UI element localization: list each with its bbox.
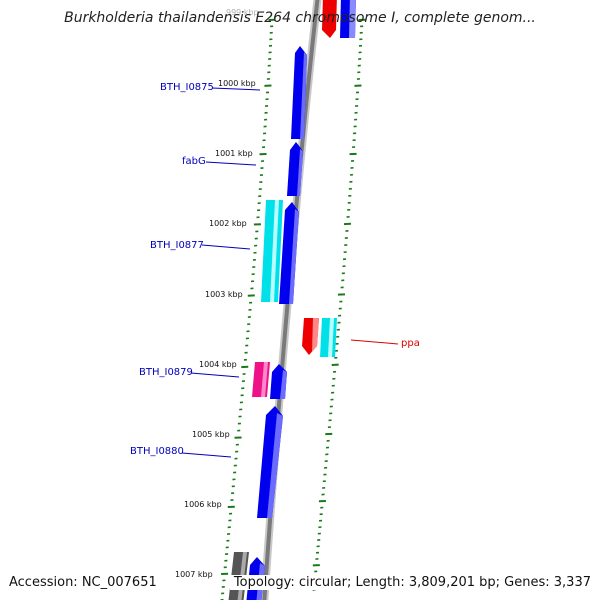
gene-top-blue-highlight [349, 0, 356, 38]
gene-label-ppa[interactable]: ppa [401, 338, 420, 349]
gene-BTH_I0879-highlight [280, 370, 287, 399]
scale-label-1006: 1006 kbp [184, 500, 222, 509]
leader-BTH_I0877 [201, 244, 251, 250]
reverse-genes [302, 0, 356, 357]
leader-BTH_I0875 [211, 87, 261, 91]
gene-BTH_I0877-highlight [289, 209, 299, 304]
scale-label-1004: 1004 kbp [199, 360, 237, 369]
gene-label-fabG[interactable]: fabG [182, 156, 206, 167]
accession-text: Accession: NC_007651 [9, 575, 157, 590]
gene-BTH_I0879-pink-highlight [261, 362, 268, 397]
gene-label-BTH_I0875[interactable]: BTH_I0875 [160, 82, 214, 93]
scale-label-1005: 1005 kbp [192, 430, 230, 439]
gene-label-BTH_I0877[interactable]: BTH_I0877 [150, 240, 204, 251]
scale-ticks-outer [312, 18, 366, 591]
scale-label-1001: 1001 kbp [215, 149, 253, 158]
topology-stats-text: Topology: circular; Length: 3,809,201 bp… [229, 575, 591, 590]
scale-label-1000: 1000 kbp [218, 79, 256, 88]
scale-label-1002: 1002 kbp [209, 219, 247, 228]
scale-labels: 999 kbp 1000 kbp 1001 kbp 1002 kbp 1003 … [175, 8, 259, 579]
gene-ppa-rna-highlight [328, 318, 334, 357]
scale-label-1007: 1007 kbp [175, 570, 213, 579]
forward-genes [228, 46, 307, 600]
map-title: Burkholderia thailandensis E264 chromoso… [64, 10, 536, 26]
scale-label-999: 999 kbp [226, 8, 259, 17]
leader-ppa [350, 339, 399, 345]
gene-ppa-highlight [312, 318, 319, 352]
scale-label-1003: 1003 kbp [205, 290, 243, 299]
gene-fabG-highlight [297, 149, 303, 196]
gene-BTH_I0877-rna-highlight [270, 200, 279, 302]
leader-fabG [205, 161, 257, 166]
gene-BTH_I0880-highlight [267, 413, 283, 518]
scale-ticks-inner [220, 18, 276, 600]
gene-top-red[interactable] [322, 0, 337, 38]
gene-BTH_I0875-highlight [300, 52, 307, 139]
leader-BTH_I0879 [190, 372, 240, 378]
gene-labels: BTH_I0875 fabG BTH_I0877 ppa BTH_I0879 B… [130, 82, 420, 458]
leader-BTH_I0880 [181, 452, 232, 458]
gene-label-BTH_I0880[interactable]: BTH_I0880 [130, 446, 184, 457]
gene-label-BTH_I0879[interactable]: BTH_I0879 [139, 367, 193, 378]
